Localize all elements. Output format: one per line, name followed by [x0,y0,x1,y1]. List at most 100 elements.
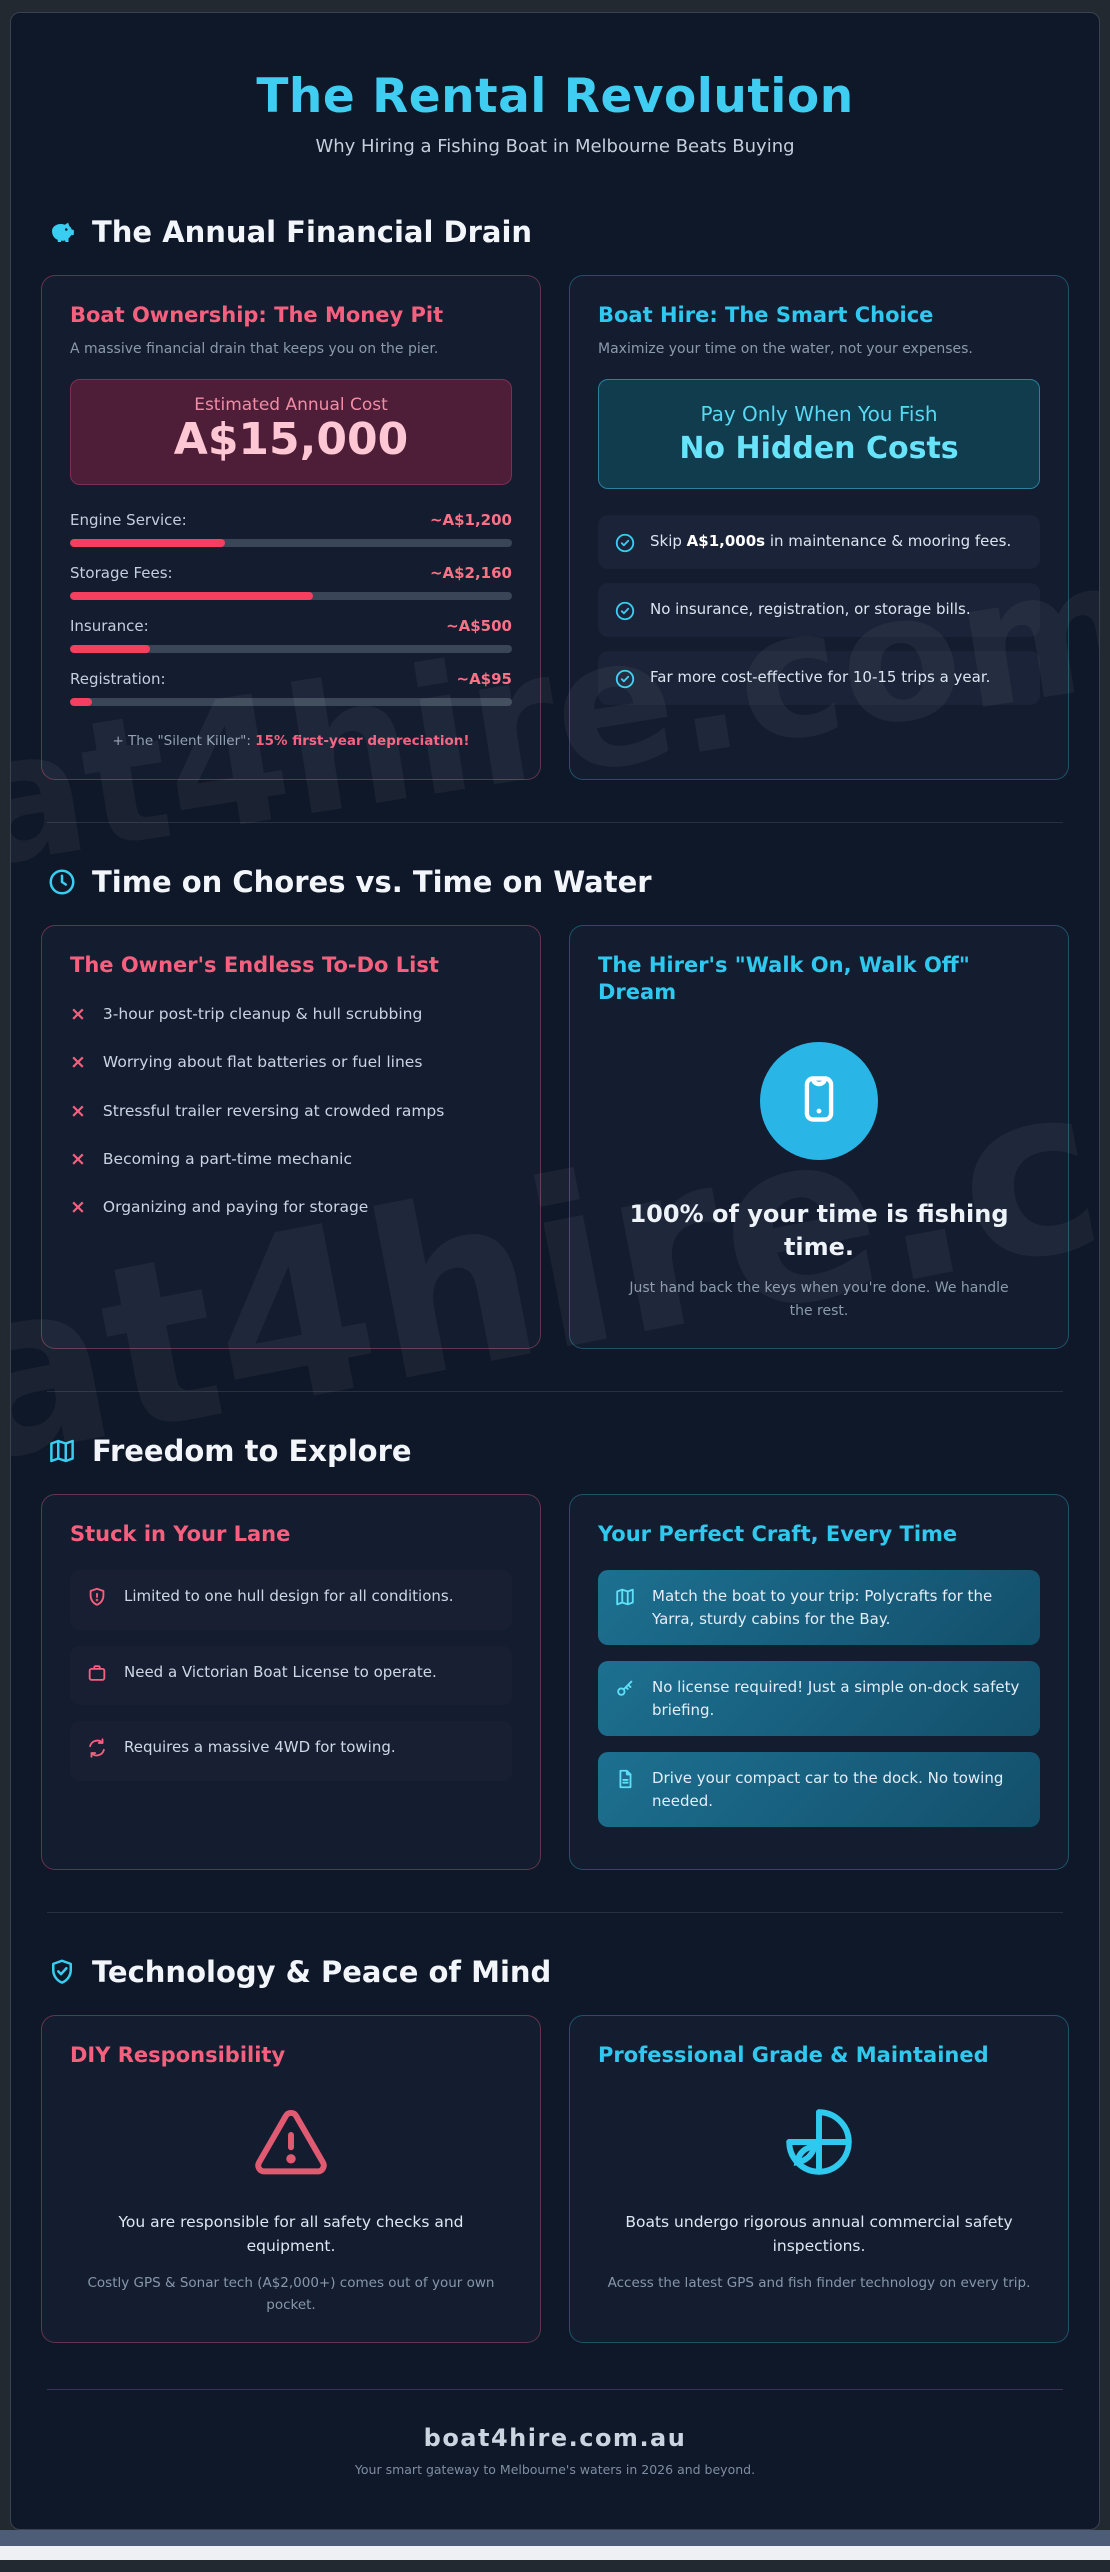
x-icon: × [70,1003,86,1026]
section-heading-text: The Annual Financial Drain [92,215,533,249]
benefit-text: Far more cost-effective for 10-15 trips … [650,668,991,687]
benefit-bold: A$1,000s [686,532,766,551]
shield-check-icon [47,1957,77,1987]
page-footer: boat4hire.com.au Your smart gateway to M… [41,2424,1069,2477]
bottom-edge-strip [0,2530,1110,2546]
card-boat-ownership: Boat Ownership: The Money Pit A massive … [41,275,541,780]
cost-row-engine-service: Engine Service: ~A$1,200 [70,511,512,547]
card-boat-hire: Boat Hire: The Smart Choice Maximize you… [569,275,1069,780]
cost-label: Insurance: [70,616,149,635]
card-title: Boat Ownership: The Money Pit [70,303,444,327]
section-divider [47,1391,1063,1393]
check-circle-icon [614,598,636,622]
section-divider [47,1912,1063,1914]
tech-sub-text: Access the latest GPS and fish finder te… [607,2275,1031,2292]
todo-item: × Organizing and paying for storage [70,1196,512,1219]
shield-alert-icon [86,1585,108,1615]
card-title: DIY Responsibility [70,2043,286,2068]
card-title: Your Perfect Craft, Every Time [598,1522,958,1547]
limitation-text: Need a Victorian Boat License to operate… [124,1662,437,1681]
card-diy-responsibility: DIY Responsibility You are responsible f… [41,2015,541,2344]
footer-tagline: Your smart gateway to Melbourne's waters… [354,2462,756,2478]
lifebuoy-compass-icon [777,2100,861,2184]
limitation-text: Limited to one hull design for all condi… [124,1587,454,1606]
benefit-text: Skip [650,532,687,551]
map-icon [47,1436,77,1466]
progress-track [70,538,512,547]
card-title: Professional Grade & Maintained [598,2043,989,2068]
tech-main-text: You are responsible for all safety check… [118,2212,464,2256]
smartphone-icon [790,1070,848,1132]
section-technology-heading: Technology & Peace of Mind [47,1955,1063,1989]
no-hidden-costs-box: Pay Only When You Fish No Hidden Costs [598,379,1040,490]
todo-text: 3-hour post-trip cleanup & hull scrubbin… [102,1005,423,1024]
piggy-bank-icon [47,217,77,247]
card-professional-grade: Professional Grade & Maintained Boats un… [569,2015,1069,2344]
section-financial: The Annual Financial Drain Boat Ownershi… [41,215,1069,780]
advantage-text: Match the boat to your trip: Polycrafts … [652,1587,993,1628]
card-title: The Hirer's "Walk On, Walk Off" Dream [598,952,970,1005]
card-subtitle: A massive financial drain that keeps you… [70,341,439,358]
benefit-item: Far more cost-effective for 10-15 trips … [598,651,1040,706]
section-heading-text: Time on Chores vs. Time on Water [92,864,652,899]
cost-label: Registration: [70,669,166,688]
tech-main-text: Boats undergo rigorous annual commercial… [625,2212,1013,2256]
benefit-text: in maintenance & mooring fees. [765,532,1012,551]
section-time: Time on Chores vs. Time on Water The Own… [41,865,1069,1350]
todo-item: × 3-hour post-trip cleanup & hull scrubbi… [70,1003,512,1026]
cost-label: Engine Service: [70,510,187,529]
progress-track [70,644,512,653]
briefcase-icon [86,1661,108,1691]
section-financial-heading: The Annual Financial Drain [47,215,1063,249]
cost-value: ~A$95 [456,669,513,688]
sync-icon [86,1736,108,1766]
limitation-text: Requires a massive 4WD for towing. [124,1738,396,1757]
benefit-item: No insurance, registration, or storage b… [598,583,1040,638]
depreciation-note: + The "Silent Killer": 15% first-year de… [70,733,512,749]
card-perfect-craft: Your Perfect Craft, Every Time Match the… [569,1494,1069,1871]
progress-fill [70,644,150,653]
page-header: The Rental Revolution Why Hiring a Fishi… [41,69,1069,157]
cost-row-storage-fees: Storage Fees: ~A$2,160 [70,564,512,600]
card-hirer-dream: The Hirer's "Walk On, Walk Off" Dream 10… [569,924,1069,1350]
section-divider [47,821,1063,823]
progress-fill [70,538,225,547]
section-freedom: Freedom to Explore Stuck in Your Lane Li… [41,1434,1069,1871]
check-circle-icon [614,666,636,690]
x-icon: × [70,1196,86,1219]
todo-text: Becoming a part-time mechanic [102,1149,352,1168]
progress-track [70,697,512,706]
benefit-item: Skip A$1,000s in maintenance & mooring f… [598,515,1040,570]
todo-item: × Worrying about flat batteries or fuel l… [70,1051,512,1074]
advantage-text: Drive your compact car to the dock. No t… [652,1769,1004,1810]
dream-headline: 100% of your time is fishing time. [629,1200,1009,1261]
section-heading-text: Freedom to Explore [92,1434,412,1469]
cost-row-insurance: Insurance: ~A$500 [70,617,512,653]
benefit-text: No insurance, registration, or storage b… [650,600,971,619]
todo-item: × Becoming a part-time mechanic [70,1148,512,1171]
note-bold: 15% first-year depreciation! [255,732,470,749]
card-subtitle: Maximize your time on the water, not you… [598,341,973,358]
page-frame: at4hire.com at4hire.com The Rental Revol… [10,12,1100,2530]
footer-divider [47,2389,1063,2391]
x-icon: × [70,1147,86,1170]
card-title: Stuck in Your Lane [70,1522,291,1547]
cost-value: ~A$2,160 [429,563,512,582]
todo-text: Worrying about flat batteries or fuel li… [102,1053,423,1072]
bottom-background-strip [0,2546,1110,2560]
progress-fill [70,697,93,706]
check-circle-icon [614,530,636,554]
page-subtitle: Why Hiring a Fishing Boat in Melbourne B… [315,136,795,157]
section-technology: Technology & Peace of Mind DIY Responsib… [41,1955,1069,2344]
section-time-heading: Time on Chores vs. Time on Water [47,865,1063,899]
x-icon: × [70,1099,86,1122]
phone-circle [760,1042,878,1161]
section-freedom-heading: Freedom to Explore [47,1434,1063,1468]
x-icon: × [70,1051,86,1074]
cost-value: ~A$500 [446,616,512,635]
card-owner-todo-list: The Owner's Endless To-Do List × 3-hour p… [41,924,541,1350]
annual-cost-label: Estimated Annual Cost [194,395,388,416]
banner-line1: Pay Only When You Fish [700,402,938,427]
warning-triangle-icon [249,2100,333,2184]
section-heading-text: Technology & Peace of Mind [92,1955,552,1990]
